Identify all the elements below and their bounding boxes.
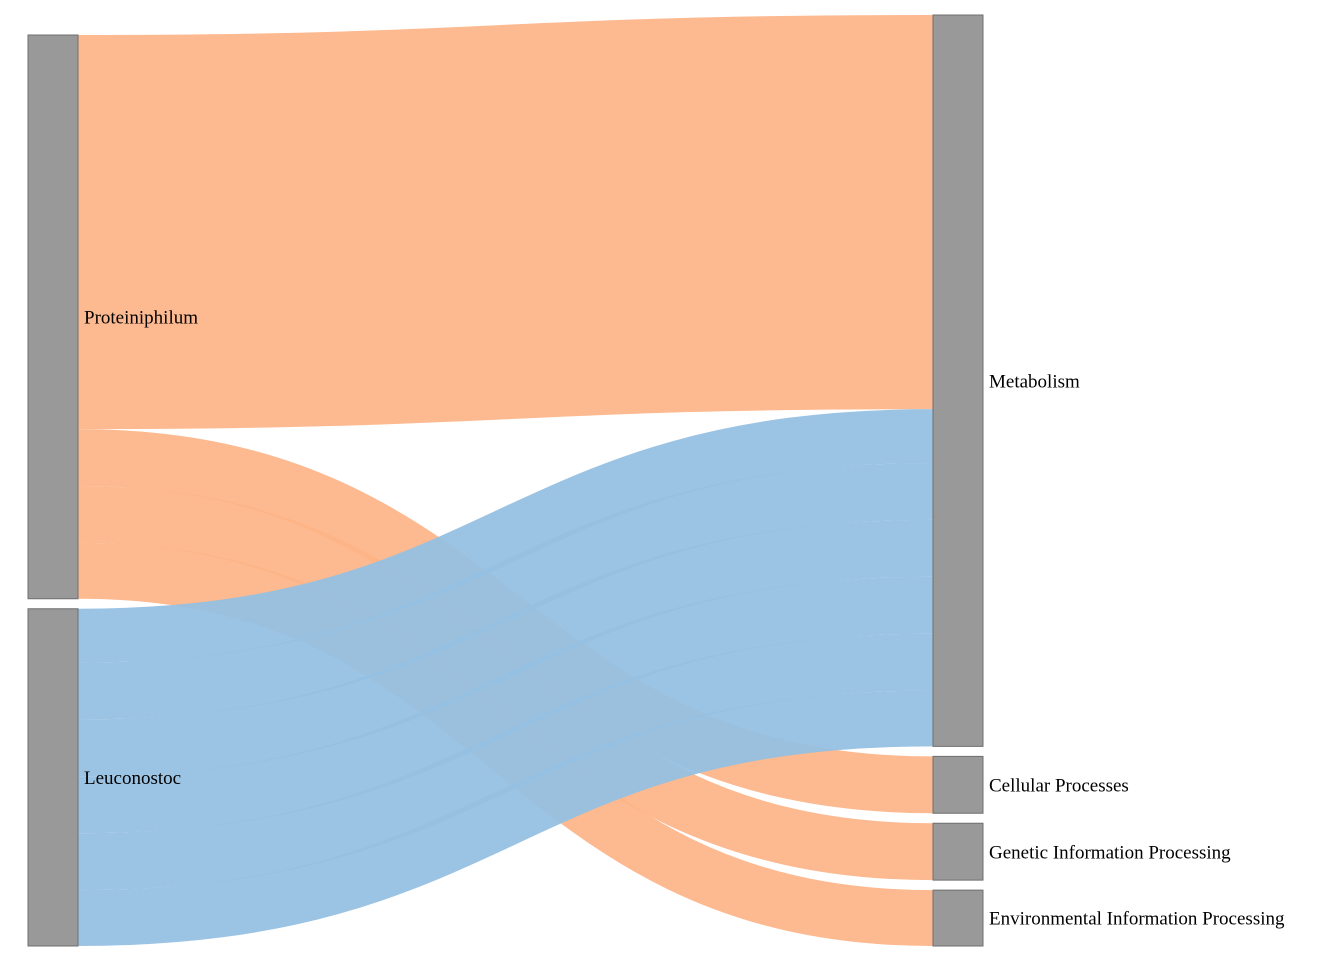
- node-bar-proteiniphilum[interactable]: [27, 34, 79, 600]
- sankey-links: [77, 15, 934, 946]
- node-leuconostoc[interactable]: Leuconostoc: [27, 608, 181, 947]
- node-bar-cellular[interactable]: [932, 755, 984, 814]
- node-label-leuconostoc: Leuconostoc: [84, 768, 181, 789]
- node-bar-genetic[interactable]: [932, 822, 984, 881]
- node-environmental[interactable]: Environmental Information Processing: [932, 889, 1285, 947]
- node-label-proteiniphilum: Proteiniphilum: [84, 308, 198, 329]
- sankey-nodes: Proteiniphilum Leuconostoc Metabolism Cellu…: [27, 14, 1285, 947]
- flow-leuconostoc-to-metabolism[interactable]: [77, 690, 934, 946]
- flow-proteiniphilum-to-metabolism[interactable]: [77, 15, 934, 430]
- node-cellular[interactable]: Cellular Processes: [932, 755, 1129, 814]
- node-label-environmental: Environmental Information Processing: [989, 909, 1285, 930]
- flow-leuconostoc-to-metabolism[interactable]: [77, 409, 934, 663]
- node-bar-metabolism[interactable]: [932, 14, 984, 747]
- node-label-metabolism: Metabolism: [989, 371, 1080, 392]
- node-label-cellular: Cellular Processes: [989, 775, 1129, 796]
- node-label-genetic: Genetic Information Processing: [989, 842, 1231, 863]
- node-genetic[interactable]: Genetic Information Processing: [932, 822, 1231, 881]
- flow-leuconostoc-to-metabolism[interactable]: [77, 463, 934, 720]
- flow-leuconostoc-to-metabolism[interactable]: [77, 519, 934, 777]
- node-metabolism[interactable]: Metabolism: [932, 14, 1080, 747]
- flow-leuconostoc-to-metabolism[interactable]: [77, 576, 934, 834]
- flow-leuconostoc-to-metabolism[interactable]: [77, 633, 934, 891]
- node-bar-environmental[interactable]: [932, 889, 984, 947]
- node-bar-leuconostoc[interactable]: [27, 608, 79, 947]
- node-proteiniphilum[interactable]: Proteiniphilum: [27, 34, 198, 600]
